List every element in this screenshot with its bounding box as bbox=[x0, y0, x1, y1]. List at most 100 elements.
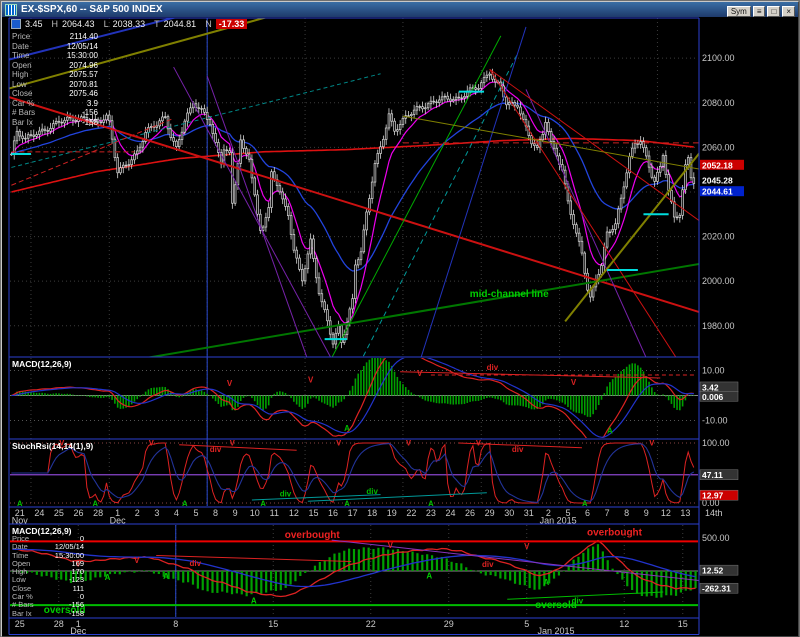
window-title: EX-$SPX,60 -- S&P 500 INDEX bbox=[21, 4, 163, 15]
svg-text:Jan 2015: Jan 2015 bbox=[537, 626, 574, 635]
svg-text:29: 29 bbox=[485, 508, 495, 518]
svg-text:15: 15 bbox=[268, 619, 278, 629]
stochrsi-pane: div div div div V V V V V V V A A A A A A A bbox=[10, 438, 698, 509]
svg-text:oversold: oversold bbox=[44, 605, 86, 616]
svg-text:2044.61: 2044.61 bbox=[702, 187, 733, 197]
svg-text:mid-channel line: mid-channel line bbox=[470, 289, 549, 300]
svg-text:5: 5 bbox=[524, 619, 529, 629]
svg-text:12.97: 12.97 bbox=[702, 491, 724, 501]
legend-row: Date 12/05/14 bbox=[12, 41, 98, 51]
svg-text:24: 24 bbox=[445, 508, 455, 518]
svg-text:A: A bbox=[543, 578, 549, 587]
svg-text:Nov: Nov bbox=[12, 516, 29, 526]
svg-text:13: 13 bbox=[680, 508, 690, 518]
svg-text:div: div bbox=[572, 597, 584, 606]
svg-text:2: 2 bbox=[135, 508, 140, 518]
svg-text:A: A bbox=[182, 500, 188, 509]
svg-text:1: 1 bbox=[76, 619, 81, 629]
svg-text:500.00: 500.00 bbox=[702, 533, 730, 543]
svg-text:10: 10 bbox=[250, 508, 260, 518]
restore-button[interactable]: □ bbox=[767, 5, 781, 17]
svg-text:9: 9 bbox=[233, 508, 238, 518]
svg-text:2020.00: 2020.00 bbox=[702, 232, 735, 242]
svg-text:div: div bbox=[512, 445, 524, 454]
legend-row: Low 2070.81 bbox=[12, 79, 98, 89]
low-label: L bbox=[103, 19, 109, 29]
quote-value: 3.45 bbox=[25, 19, 43, 29]
svg-text:12: 12 bbox=[289, 508, 299, 518]
legend-row: Close 2075.46 bbox=[12, 89, 98, 98]
stochrsi-title: StochRsi(14,14(1),9) bbox=[12, 441, 94, 451]
macd-hourly-pane: div V V V V A A bbox=[10, 358, 698, 438]
svg-text:A: A bbox=[17, 500, 23, 509]
high-label: H bbox=[51, 19, 59, 29]
legend-row: Low -123 bbox=[12, 575, 84, 585]
svg-text:V: V bbox=[336, 438, 342, 447]
svg-text:15: 15 bbox=[308, 508, 318, 518]
last-label: T bbox=[154, 19, 160, 29]
legend-row: Price 0 bbox=[12, 534, 84, 543]
svg-text:A: A bbox=[607, 427, 613, 436]
svg-text:10.00: 10.00 bbox=[702, 366, 725, 376]
svg-text:8: 8 bbox=[213, 508, 218, 518]
svg-text:V: V bbox=[388, 541, 394, 550]
close-button[interactable]: × bbox=[782, 5, 795, 17]
window-titlebar[interactable]: EX-$SPX,60 -- S&P 500 INDEX Sym ≡ □ × bbox=[2, 2, 798, 17]
svg-text:31: 31 bbox=[524, 508, 534, 518]
svg-text:17: 17 bbox=[348, 508, 358, 518]
menu-button[interactable]: ≡ bbox=[752, 5, 766, 17]
svg-text:A: A bbox=[260, 500, 266, 509]
svg-text:100.00: 100.00 bbox=[702, 438, 730, 448]
svg-text:4: 4 bbox=[174, 508, 179, 518]
svg-text:19: 19 bbox=[387, 508, 397, 518]
svg-text:26: 26 bbox=[465, 508, 475, 518]
svg-text:12.52: 12.52 bbox=[702, 566, 724, 576]
svg-text:8: 8 bbox=[173, 619, 178, 629]
svg-text:-262.31: -262.31 bbox=[702, 584, 731, 594]
svg-text:22: 22 bbox=[366, 619, 376, 629]
svg-text:div: div bbox=[366, 487, 378, 496]
svg-text:3: 3 bbox=[154, 508, 159, 518]
sym-button[interactable]: Sym bbox=[726, 5, 751, 17]
svg-text:8: 8 bbox=[624, 508, 629, 518]
legend-row: High 170 bbox=[12, 567, 84, 577]
svg-text:V: V bbox=[76, 559, 82, 568]
svg-text:28: 28 bbox=[54, 619, 64, 629]
svg-text:oversold: oversold bbox=[535, 600, 577, 611]
svg-text:V: V bbox=[149, 438, 155, 447]
svg-text:A: A bbox=[251, 597, 257, 606]
svg-text:V: V bbox=[134, 556, 140, 565]
svg-text:29: 29 bbox=[444, 619, 454, 629]
legend-row: High 2075.57 bbox=[12, 70, 98, 79]
svg-text:18: 18 bbox=[367, 508, 377, 518]
price-pane: mid-channel line bbox=[9, 18, 699, 357]
svg-text:V: V bbox=[406, 438, 412, 447]
legend-row: Price 2114.40 bbox=[12, 32, 98, 41]
svg-text:12: 12 bbox=[661, 508, 671, 518]
svg-text:12: 12 bbox=[619, 619, 629, 629]
svg-text:A: A bbox=[344, 500, 350, 509]
svg-text:V: V bbox=[524, 542, 530, 551]
main-chart-legend: Price 2114.40 Date 12/05/14 Time 15:30:00 Open… bbox=[12, 32, 98, 127]
svg-text:V: V bbox=[476, 438, 482, 447]
svg-text:25: 25 bbox=[15, 619, 25, 629]
svg-text:V: V bbox=[571, 378, 577, 387]
legend-row: # Bars -156 bbox=[12, 600, 84, 610]
svg-text:div: div bbox=[280, 489, 292, 498]
svg-text:1: 1 bbox=[115, 508, 120, 518]
svg-text:1980.00: 1980.00 bbox=[702, 321, 735, 331]
high-value: 2064.43 bbox=[62, 19, 95, 29]
legend-row: Time 15:30:00 bbox=[12, 550, 84, 560]
svg-text:V: V bbox=[417, 369, 423, 378]
low-value: 2038.33 bbox=[112, 19, 146, 29]
last-value: 2044.81 bbox=[163, 19, 197, 29]
svg-text:A: A bbox=[105, 573, 111, 582]
svg-text:overbought: overbought bbox=[587, 528, 643, 539]
svg-text:3.42: 3.42 bbox=[702, 382, 719, 392]
svg-text:-10.00: -10.00 bbox=[702, 416, 728, 426]
svg-text:6: 6 bbox=[585, 508, 590, 518]
svg-text:47.11: 47.11 bbox=[702, 470, 723, 480]
svg-text:14th: 14th bbox=[705, 508, 723, 518]
